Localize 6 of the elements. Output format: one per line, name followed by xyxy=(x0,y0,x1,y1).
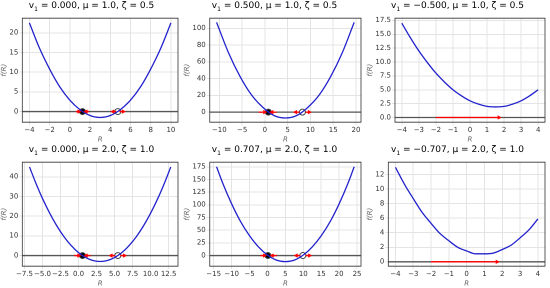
chart-title: v$_{1}$ = 0.707, μ = 2.0, ζ = 1.0 xyxy=(210,144,338,157)
chart-title: v$_{1}$ = −0.500, μ = 1.0, ζ = 0.5 xyxy=(390,0,525,13)
chart-title: v$_{1}$ = −0.707, μ = 2.0, ζ = 1.0 xyxy=(390,144,525,157)
chart-title: v$_{1}$ = 0.000, μ = 1.0, ζ = 0.5 xyxy=(28,0,156,13)
chart-title: v$_{1}$ = 0.000, μ = 2.0, ζ = 1.0 xyxy=(28,144,156,157)
chart-title: v$_{1}$ = 0.500, μ = 1.0, ζ = 0.5 xyxy=(210,0,338,13)
